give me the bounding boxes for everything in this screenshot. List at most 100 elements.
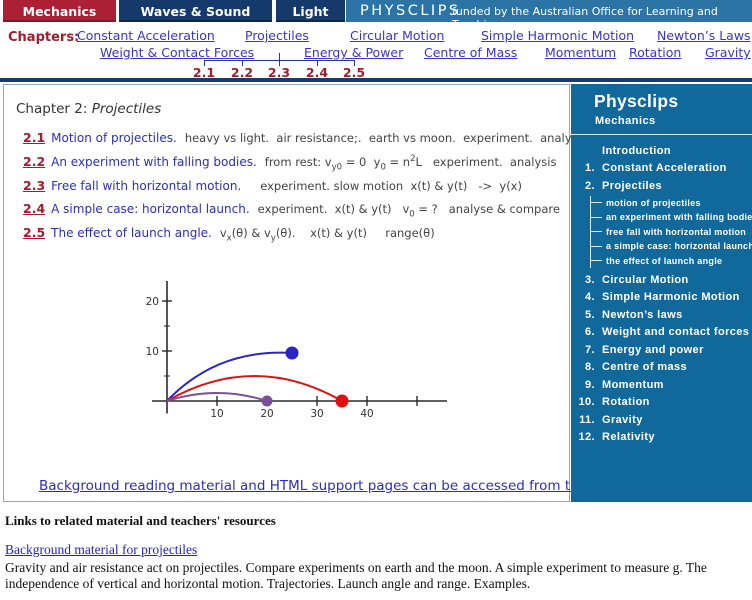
section-number-link[interactable]: 2.3 (23, 178, 46, 193)
tab-light[interactable]: Light (276, 0, 345, 22)
section-title-link[interactable]: Free fall with horizontal motion. (51, 179, 242, 193)
sidebar-divider (571, 134, 752, 135)
chart-tick-label: 10 (210, 408, 223, 419)
sidebar-subsection-label: an experiment with falling bodies (606, 212, 752, 223)
chapter-link[interactable]: Weight & Contact Forces (100, 45, 255, 60)
sidebar-item[interactable]: 1. Constant Acceleration (571, 160, 752, 178)
chapters-nav: Chapters: Constant Acceleration Projectil… (0, 22, 752, 80)
section-number-link[interactable]: 2.5 (342, 65, 366, 80)
section-summary: vx(θ) & vy(θ). x(t) & y(t) range(θ) (219, 226, 435, 244)
sidebar-title: Physclips (594, 91, 679, 111)
section-title-link[interactable]: Motion of projectiles. (51, 131, 177, 145)
trajectory-curve (166, 392, 268, 402)
sidebar-item-number: 3. (585, 273, 595, 286)
sidebar-subsection-item[interactable]: motion of projectiles (591, 196, 752, 211)
section-title-link[interactable]: A simple case: horizontal launch. (51, 202, 250, 216)
sidebar-item[interactable]: Introduction (571, 142, 752, 160)
sidebar-item-number: 1. (585, 162, 595, 175)
chapter-link[interactable]: Gravity (705, 45, 751, 60)
background-reading-link[interactable]: Background reading material and HTML sup… (39, 478, 667, 494)
chapter-link[interactable]: Newton’s Laws (657, 28, 751, 43)
section-summary: from rest: vy0 = 0 y0 = n2L experiment. … (264, 154, 557, 173)
projectile-marker (285, 346, 299, 360)
section-summary: heavy vs light. air resistance;. earth v… (184, 131, 591, 145)
sidebar-item-label: Projectiles (602, 179, 663, 192)
chapter-link[interactable]: Constant Acceleration (77, 28, 215, 43)
sidebar-subsection-item[interactable]: the effect of launch angle (591, 254, 752, 269)
sidebar-item-number: 8. (585, 361, 595, 374)
sidebar-item[interactable]: 2. Projectiles (571, 177, 752, 195)
tab-mechanics[interactable]: Mechanics (3, 0, 116, 22)
sidebar-item[interactable]: 6. Weight and contact forces (571, 324, 752, 342)
sidebar-subsection-item[interactable]: a simple case: horizontal launch (591, 239, 752, 254)
resource-link[interactable]: Background material for projectiles (5, 542, 198, 557)
sidebar-item-number: 2. (585, 179, 595, 192)
section-number-link[interactable]: 2.1 (192, 65, 216, 80)
resources-entries: Background material for projectiles Gravi… (0, 542, 752, 600)
section-title-link[interactable]: The effect of launch angle. (51, 226, 212, 240)
tree-stub (591, 245, 602, 247)
section-number-link[interactable]: 2.4 (23, 201, 46, 216)
tree-stub (242, 60, 243, 66)
chapter-link[interactable]: Energy & Power (304, 45, 404, 60)
sidebar-subsection-list: motion of projectiles an experiment with … (590, 195, 752, 269)
tree-stub (591, 202, 602, 204)
sidebar-item[interactable]: 7. Energy and power (571, 341, 752, 359)
sidebar-item-label: Constant Acceleration (602, 162, 727, 175)
chapter-link[interactable]: Rotation (629, 45, 682, 60)
sidebar-subsection-label: a simple case: horizontal launch (606, 241, 752, 252)
sidebar-item[interactable]: 10. Rotation (571, 394, 752, 412)
sidebar-item[interactable]: 5. Newton’s laws (571, 306, 752, 324)
trajectory-chart: 10 20 30 40 10 20 (146, 281, 447, 419)
projectile-marker (335, 394, 349, 408)
trajectory-curve (166, 351, 293, 402)
sidebar-item[interactable]: 12. Relativity (571, 429, 752, 447)
tree-riser (279, 53, 280, 60)
tab-waves-and-sound[interactable]: Waves & Sound (119, 0, 272, 22)
sidebar-item-number: 12. (578, 431, 595, 444)
chapter-link[interactable]: Centre of Mass (424, 45, 518, 60)
sidebar-item[interactable]: 8. Centre of mass (571, 359, 752, 377)
sidebar-subsection-label: free fall with horizontal motion (606, 226, 747, 237)
resources-heading: Links to related material and teachers' … (5, 513, 276, 528)
sidebar-item-label: Momentum (602, 378, 664, 391)
chart-tick-label: 40 (360, 408, 373, 419)
section-summary: experiment. x(t) & y(t) v0 = ? analyse &… (257, 202, 560, 220)
chapter-link[interactable]: Momentum (545, 45, 617, 60)
sidebar-item-label: Weight and contact forces (602, 326, 750, 339)
sidebar-subsection-item[interactable]: free fall with horizontal motion (591, 225, 752, 240)
physclips-logo: PHYSCLIPS (360, 3, 461, 19)
chapter-link[interactable]: Circular Motion (350, 28, 445, 43)
chapter-link[interactable]: Projectiles (245, 28, 309, 43)
section-number-link[interactable]: 2.2 (230, 65, 254, 80)
sidebar-item-label: Energy and power (602, 343, 704, 356)
sidebar-subsection-item[interactable]: an experiment with falling bodies (591, 210, 752, 225)
chapter-item-row: 2.2 An experiment with falling bodies. fro… (23, 154, 557, 172)
section-number-link[interactable]: 2.3 (267, 65, 291, 80)
top-navigation-bar: Mechanics Waves & Sound Light PHYSCLIPS … (0, 0, 752, 31)
section-title-link[interactable]: An experiment with falling bodies. (51, 155, 257, 169)
sidebar-item-label: Circular Motion (602, 273, 689, 286)
section-number-link[interactable]: 2.1 (23, 130, 46, 145)
section-number-link[interactable]: 2.5 (23, 225, 46, 240)
sidebar-item[interactable]: 9. Momentum (571, 376, 752, 394)
sidebar-item[interactable]: 4. Simple Harmonic Motion (571, 289, 752, 307)
chart-tick-label: 10 (146, 346, 159, 358)
tree-stub (279, 60, 280, 66)
sidebar-item-label: Introduction (602, 144, 671, 157)
sidebar-item-label: Relativity (602, 431, 655, 444)
main-content-box: Chapter 2: Projectiles 2.1 Motion of proj… (3, 84, 666, 502)
resource-description: Gravity and air resistance act on projec… (5, 560, 707, 591)
section-number-link[interactable]: 2.2 (23, 154, 46, 169)
sidebar-item-number: 5. (585, 308, 595, 321)
sidebar-item[interactable]: 11. Gravity (571, 411, 752, 429)
chapters-label: Chapters: (8, 30, 80, 45)
section-number-link[interactable]: 2.4 (305, 65, 329, 80)
sidebar-item-number: 6. (585, 326, 595, 339)
sidebar-item[interactable]: 3. Circular Motion (571, 271, 752, 289)
page-title-prefix: Chapter 2: (16, 101, 92, 117)
sidebar-item-label: Gravity (602, 413, 643, 426)
chapter-link[interactable]: Simple Harmonic Motion (481, 28, 635, 43)
chart-tick-label: 20 (260, 408, 273, 419)
